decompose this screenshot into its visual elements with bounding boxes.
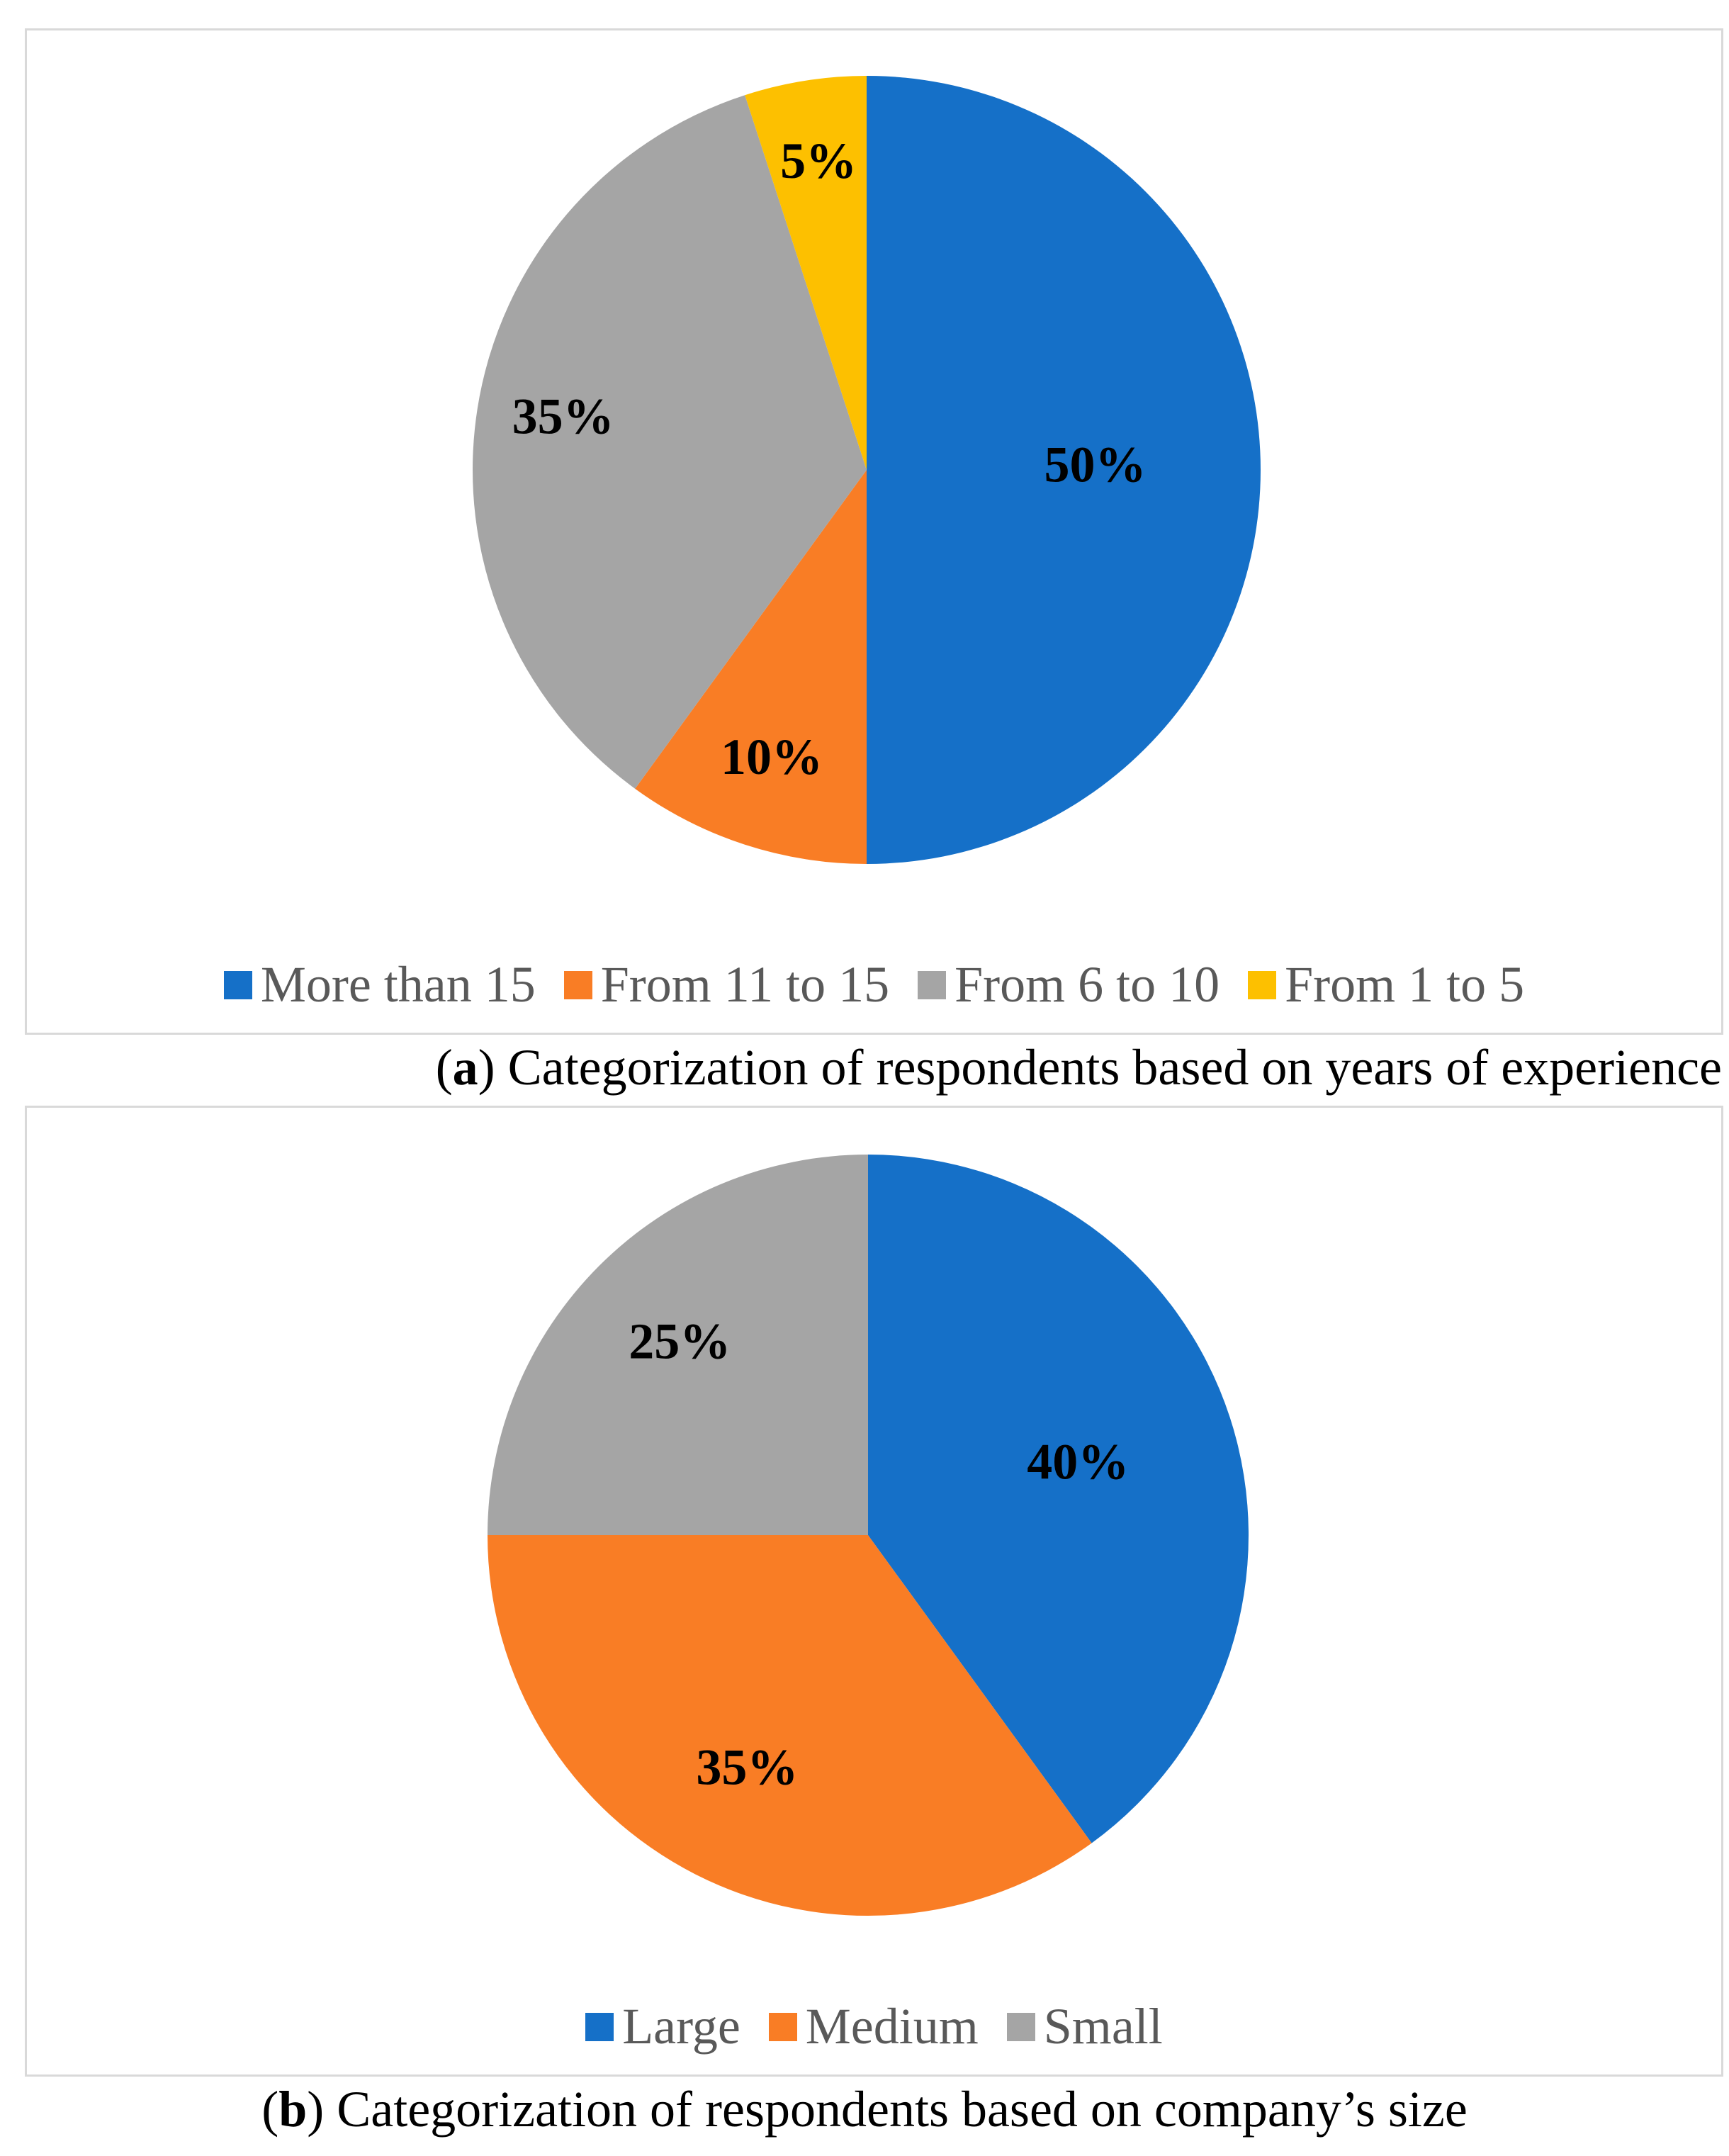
- legend-label: More than 15: [260, 956, 536, 1013]
- data-label-from-6-to-10: 35%: [512, 388, 614, 445]
- legend-label: From 11 to 15: [600, 956, 890, 1013]
- legend-swatch: [223, 970, 252, 999]
- legend-item-from-11-to-15: From 11 to 15: [563, 955, 890, 1014]
- pie-slice-from-11-to-15: [635, 470, 867, 864]
- caption-b: (b) Categorization of respondents based …: [261, 2081, 1468, 2138]
- pie-slice-small: [488, 1155, 868, 1535]
- legend-swatch: [1006, 2012, 1035, 2041]
- pie-slice-large: [868, 1155, 1249, 1843]
- legend-item-large: Large: [585, 1997, 740, 2056]
- legend-label: From 6 to 10: [954, 956, 1220, 1013]
- legend-label: From 1 to 5: [1285, 956, 1525, 1013]
- legend-label: Medium: [805, 1998, 979, 2055]
- caption-a: (a) Categorization of respondents based …: [435, 1039, 1722, 1096]
- pie-slice-from-1-to-5: [745, 76, 867, 470]
- legend-item-small: Small: [1006, 1997, 1163, 2056]
- legend-item-from-1-to-5: From 1 to 5: [1248, 955, 1524, 1014]
- legend-label: Large: [622, 1998, 740, 2055]
- legend-item-from-6-to-10: From 6 to 10: [918, 955, 1220, 1014]
- data-label-small: 25%: [629, 1313, 731, 1370]
- data-label-from-1-to-5: 5%: [780, 133, 857, 189]
- legend-swatch: [1248, 970, 1277, 999]
- legend-swatch: [563, 970, 592, 999]
- chart-panel-b: 40% 35% 25% Large Medium Small: [25, 1106, 1723, 2077]
- data-label-from-11-to-15: 10%: [721, 729, 823, 785]
- pie-slice-from-6-to-10: [472, 95, 867, 789]
- legend-a: More than 15 From 11 to 15 From 6 to 10 Fro…: [27, 955, 1721, 1014]
- chart-panel-a: 50% 10% 35% 5% More than 15 From 11 to 15 Fro…: [25, 28, 1723, 1035]
- pie-slice-medium: [488, 1535, 1092, 1916]
- legend-item-more-than-15: More than 15: [223, 955, 536, 1014]
- pie-chart-a: 50% 10% 35% 5%: [472, 76, 1261, 864]
- pie-chart-b: 40% 35% 25%: [488, 1155, 1249, 1916]
- legend-label: Small: [1043, 1998, 1163, 2055]
- pie-slice-more-than-15: [867, 76, 1261, 864]
- legend-b: Large Medium Small: [27, 1997, 1721, 2056]
- legend-swatch: [918, 970, 947, 999]
- data-label-medium: 35%: [696, 1739, 798, 1795]
- data-label-large: 40%: [1027, 1433, 1129, 1490]
- legend-item-medium: Medium: [768, 1997, 979, 2056]
- legend-swatch: [768, 2012, 797, 2041]
- legend-swatch: [585, 2012, 614, 2041]
- data-label-more-than-15: 50%: [1044, 437, 1146, 493]
